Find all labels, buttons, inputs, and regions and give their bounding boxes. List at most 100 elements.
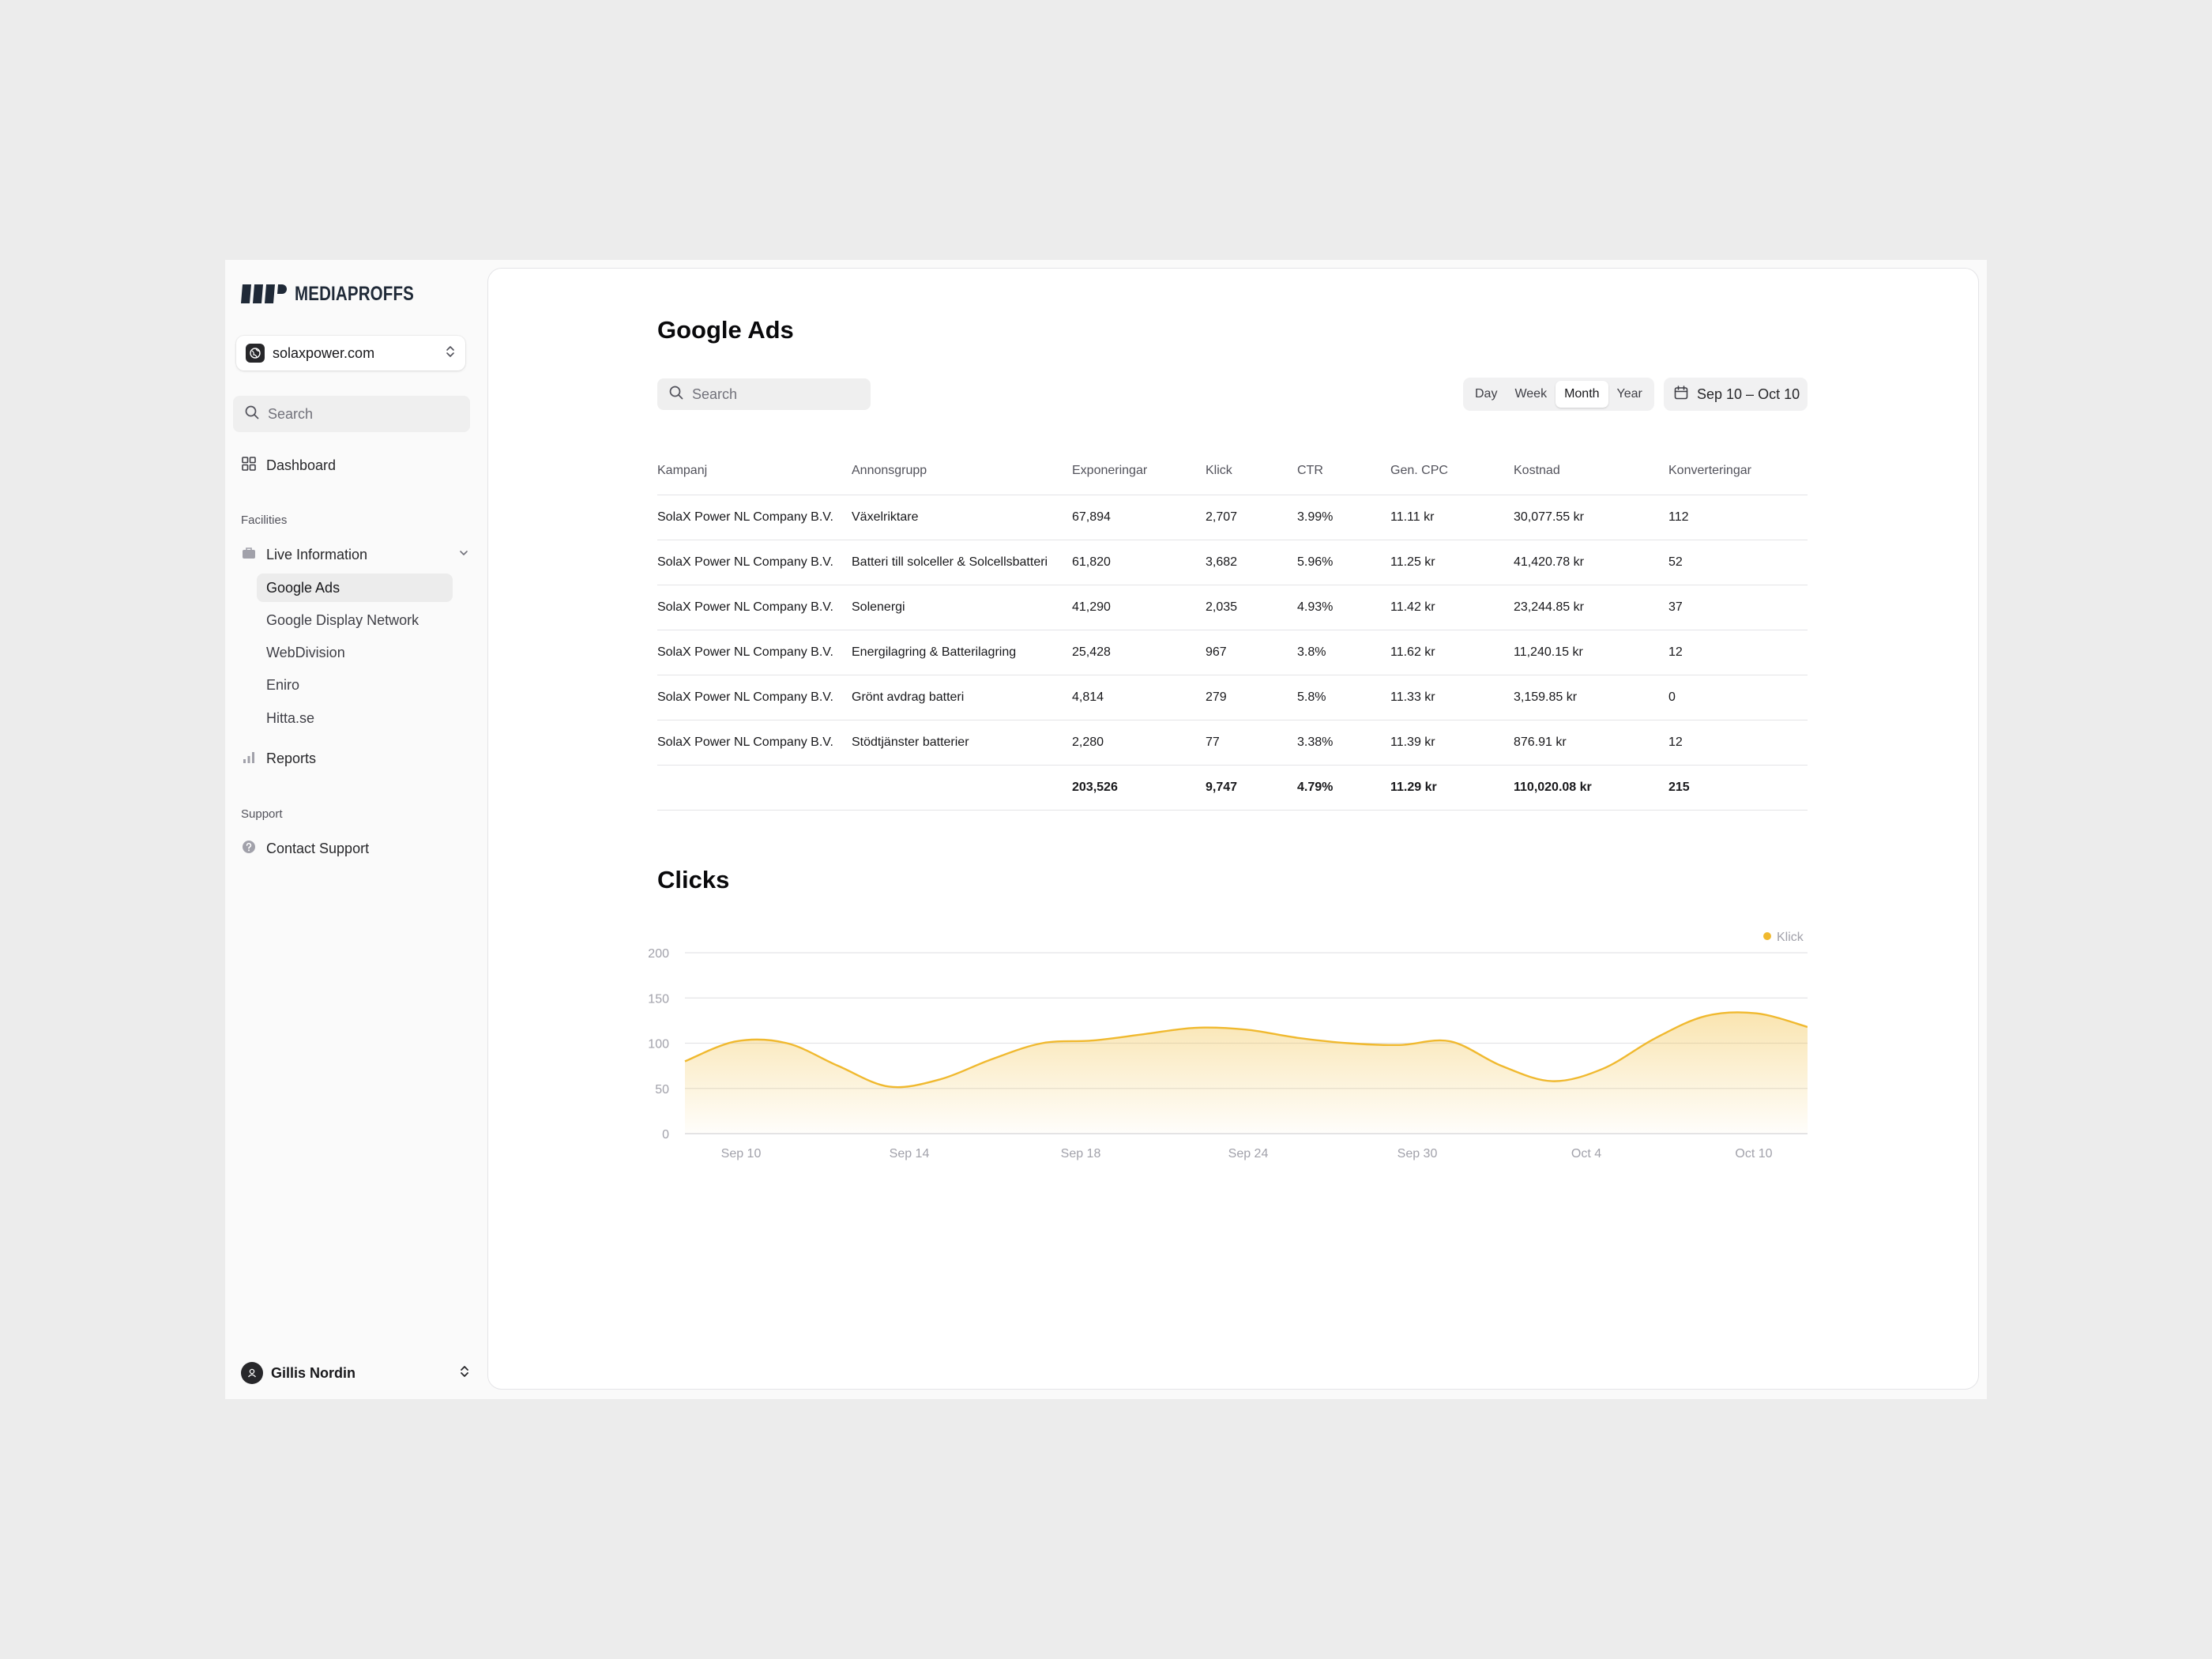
table-cell: SolaX Power NL Company B.V.	[657, 675, 852, 720]
table-cell: 5.8%	[1297, 675, 1390, 720]
table-cell: 11.42 kr	[1390, 585, 1514, 630]
table-cell: 11.11 kr	[1390, 495, 1514, 540]
column-header[interactable]: Kampanj	[657, 447, 852, 495]
table-cell: Grönt avdrag batteri	[852, 675, 1072, 720]
total-cell: 9,747	[1206, 765, 1297, 811]
table-cell: 2,707	[1206, 495, 1297, 540]
nav-live-information-label: Live Information	[266, 546, 368, 562]
table-row[interactable]: SolaX Power NL Company B.V. Solenergi 41…	[657, 585, 1808, 630]
site-selector[interactable]: solaxpower.com	[236, 336, 465, 371]
table-cell: 37	[1668, 585, 1808, 630]
sidebar-item-google-display-network[interactable]: Google Display Network	[266, 611, 419, 628]
period-week[interactable]: Week	[1514, 387, 1548, 401]
table-cell: 0	[1668, 675, 1808, 720]
sidebar-search[interactable]: Search	[233, 396, 470, 432]
y-tick-label: 150	[648, 992, 669, 1006]
column-header[interactable]: Gen. CPC	[1390, 447, 1514, 495]
main-panel: Google Ads Search Day Week Month Year	[487, 268, 1979, 1390]
table-cell: 11.25 kr	[1390, 540, 1514, 585]
table-search[interactable]: Search	[657, 378, 871, 410]
x-tick-label: Sep 10	[721, 1147, 762, 1161]
table-cell: 30,077.55 kr	[1514, 495, 1668, 540]
x-tick-label: Oct 4	[1571, 1147, 1601, 1161]
bar-chart-icon	[241, 749, 257, 769]
table-cell: 876.91 kr	[1514, 720, 1668, 766]
total-cell: 11.29 kr	[1390, 765, 1514, 811]
column-header[interactable]: Konverteringar	[1668, 447, 1808, 495]
table-row[interactable]: SolaX Power NL Company B.V. Stödtjänster…	[657, 720, 1808, 766]
table-cell: 279	[1206, 675, 1297, 720]
nav-dashboard[interactable]: Dashboard	[241, 453, 336, 478]
total-cell: 4.79%	[1297, 765, 1390, 811]
table-cell: 2,280	[1072, 720, 1206, 766]
table-cell: 11.39 kr	[1390, 720, 1514, 766]
table-cell: 12	[1668, 720, 1808, 766]
column-header[interactable]: Klick	[1206, 447, 1297, 495]
brand-logo[interactable]: MEDIAPROFFS	[241, 280, 440, 307]
calendar-icon	[1673, 385, 1689, 404]
period-year[interactable]: Year	[1616, 387, 1642, 401]
table-search-placeholder: Search	[692, 386, 738, 402]
total-cell	[852, 765, 1072, 811]
sidebar-item-eniro[interactable]: Eniro	[266, 676, 300, 693]
chevron-down-icon[interactable]	[457, 547, 470, 563]
nav-contact-support[interactable]: Contact Support	[241, 836, 369, 861]
y-tick-label: 100	[648, 1038, 669, 1051]
table-cell: 11.62 kr	[1390, 630, 1514, 675]
logo-mark-icon	[241, 282, 287, 306]
table-cell: 52	[1668, 540, 1808, 585]
table-row[interactable]: SolaX Power NL Company B.V. Grönt avdrag…	[657, 675, 1808, 720]
table-cell: 61,820	[1072, 540, 1206, 585]
table-cell: SolaX Power NL Company B.V.	[657, 585, 852, 630]
table-cell: 3,682	[1206, 540, 1297, 585]
date-range-picker[interactable]: Sep 10 – Oct 10	[1664, 378, 1808, 411]
clicks-chart: 0 50 100 150 200 Sep 10 Sep 14 Sep 18 Sep 24 Sep …	[641, 924, 1808, 1161]
table-totals-row: 203,526 9,747 4.79% 11.29 kr 110,020.08 …	[657, 765, 1808, 811]
table-row[interactable]: SolaX Power NL Company B.V. Energilagrin…	[657, 630, 1808, 675]
period-day[interactable]: Day	[1475, 387, 1498, 401]
table-row[interactable]: SolaX Power NL Company B.V. Batteri till…	[657, 540, 1808, 585]
globe-icon	[246, 344, 265, 363]
site-selector-value: solaxpower.com	[273, 344, 375, 361]
period-month[interactable]: Month	[1556, 381, 1608, 408]
sidebar-item-hitta-se[interactable]: Hitta.se	[266, 709, 315, 726]
campaign-table: Kampanj Annonsgrupp Exponeringar Klick C…	[657, 447, 1808, 811]
table-header-row: Kampanj Annonsgrupp Exponeringar Klick C…	[657, 447, 1808, 495]
nav-contact-support-label: Contact Support	[266, 840, 370, 856]
column-header[interactable]: CTR	[1297, 447, 1390, 495]
table-cell: 11,240.15 kr	[1514, 630, 1668, 675]
table-cell: 3,159.85 kr	[1514, 675, 1668, 720]
table-row[interactable]: SolaX Power NL Company B.V. Växelriktare…	[657, 495, 1808, 540]
table-cell: SolaX Power NL Company B.V.	[657, 630, 852, 675]
x-tick-label: Sep 30	[1398, 1147, 1438, 1161]
period-selector: Day Week Month Year	[1463, 378, 1654, 411]
table-cell: 4,814	[1072, 675, 1206, 720]
y-tick-label: 50	[655, 1083, 669, 1097]
column-header[interactable]: Exponeringar	[1072, 447, 1206, 495]
section-facilities: Facilities	[241, 514, 288, 527]
user-name: Gillis Nordin	[271, 1364, 356, 1381]
table-cell: Batteri till solceller & Solcellsbatteri	[852, 540, 1072, 585]
column-header[interactable]: Kostnad	[1514, 447, 1668, 495]
table-cell: Stödtjänster batterier	[852, 720, 1072, 766]
chevron-up-down-icon	[459, 1364, 470, 1383]
sidebar-item-google-ads[interactable]: Google Ads	[257, 574, 453, 602]
x-tick-label: Sep 14	[890, 1147, 930, 1161]
nav-dashboard-label: Dashboard	[266, 457, 337, 473]
table-cell: 3.99%	[1297, 495, 1390, 540]
table-cell: 4.93%	[1297, 585, 1390, 630]
nav-live-information[interactable]: Live Information	[241, 542, 470, 567]
table-cell: Växelriktare	[852, 495, 1072, 540]
user-menu[interactable]: Gillis Nordin	[241, 1360, 470, 1386]
app-window: MEDIAPROFFS solaxpower.com	[225, 260, 1987, 1399]
total-cell: 203,526	[1072, 765, 1206, 811]
column-header[interactable]: Annonsgrupp	[852, 447, 1072, 495]
table-cell: 3.38%	[1297, 720, 1390, 766]
clicks-area	[685, 1012, 1808, 1134]
nav-reports[interactable]: Reports	[241, 746, 316, 771]
sidebar-search-placeholder: Search	[268, 405, 314, 422]
total-cell: 110,020.08 kr	[1514, 765, 1668, 811]
sidebar-item-webdivision[interactable]: WebDivision	[266, 644, 345, 660]
table-cell: 41,290	[1072, 585, 1206, 630]
table-cell: 67,894	[1072, 495, 1206, 540]
